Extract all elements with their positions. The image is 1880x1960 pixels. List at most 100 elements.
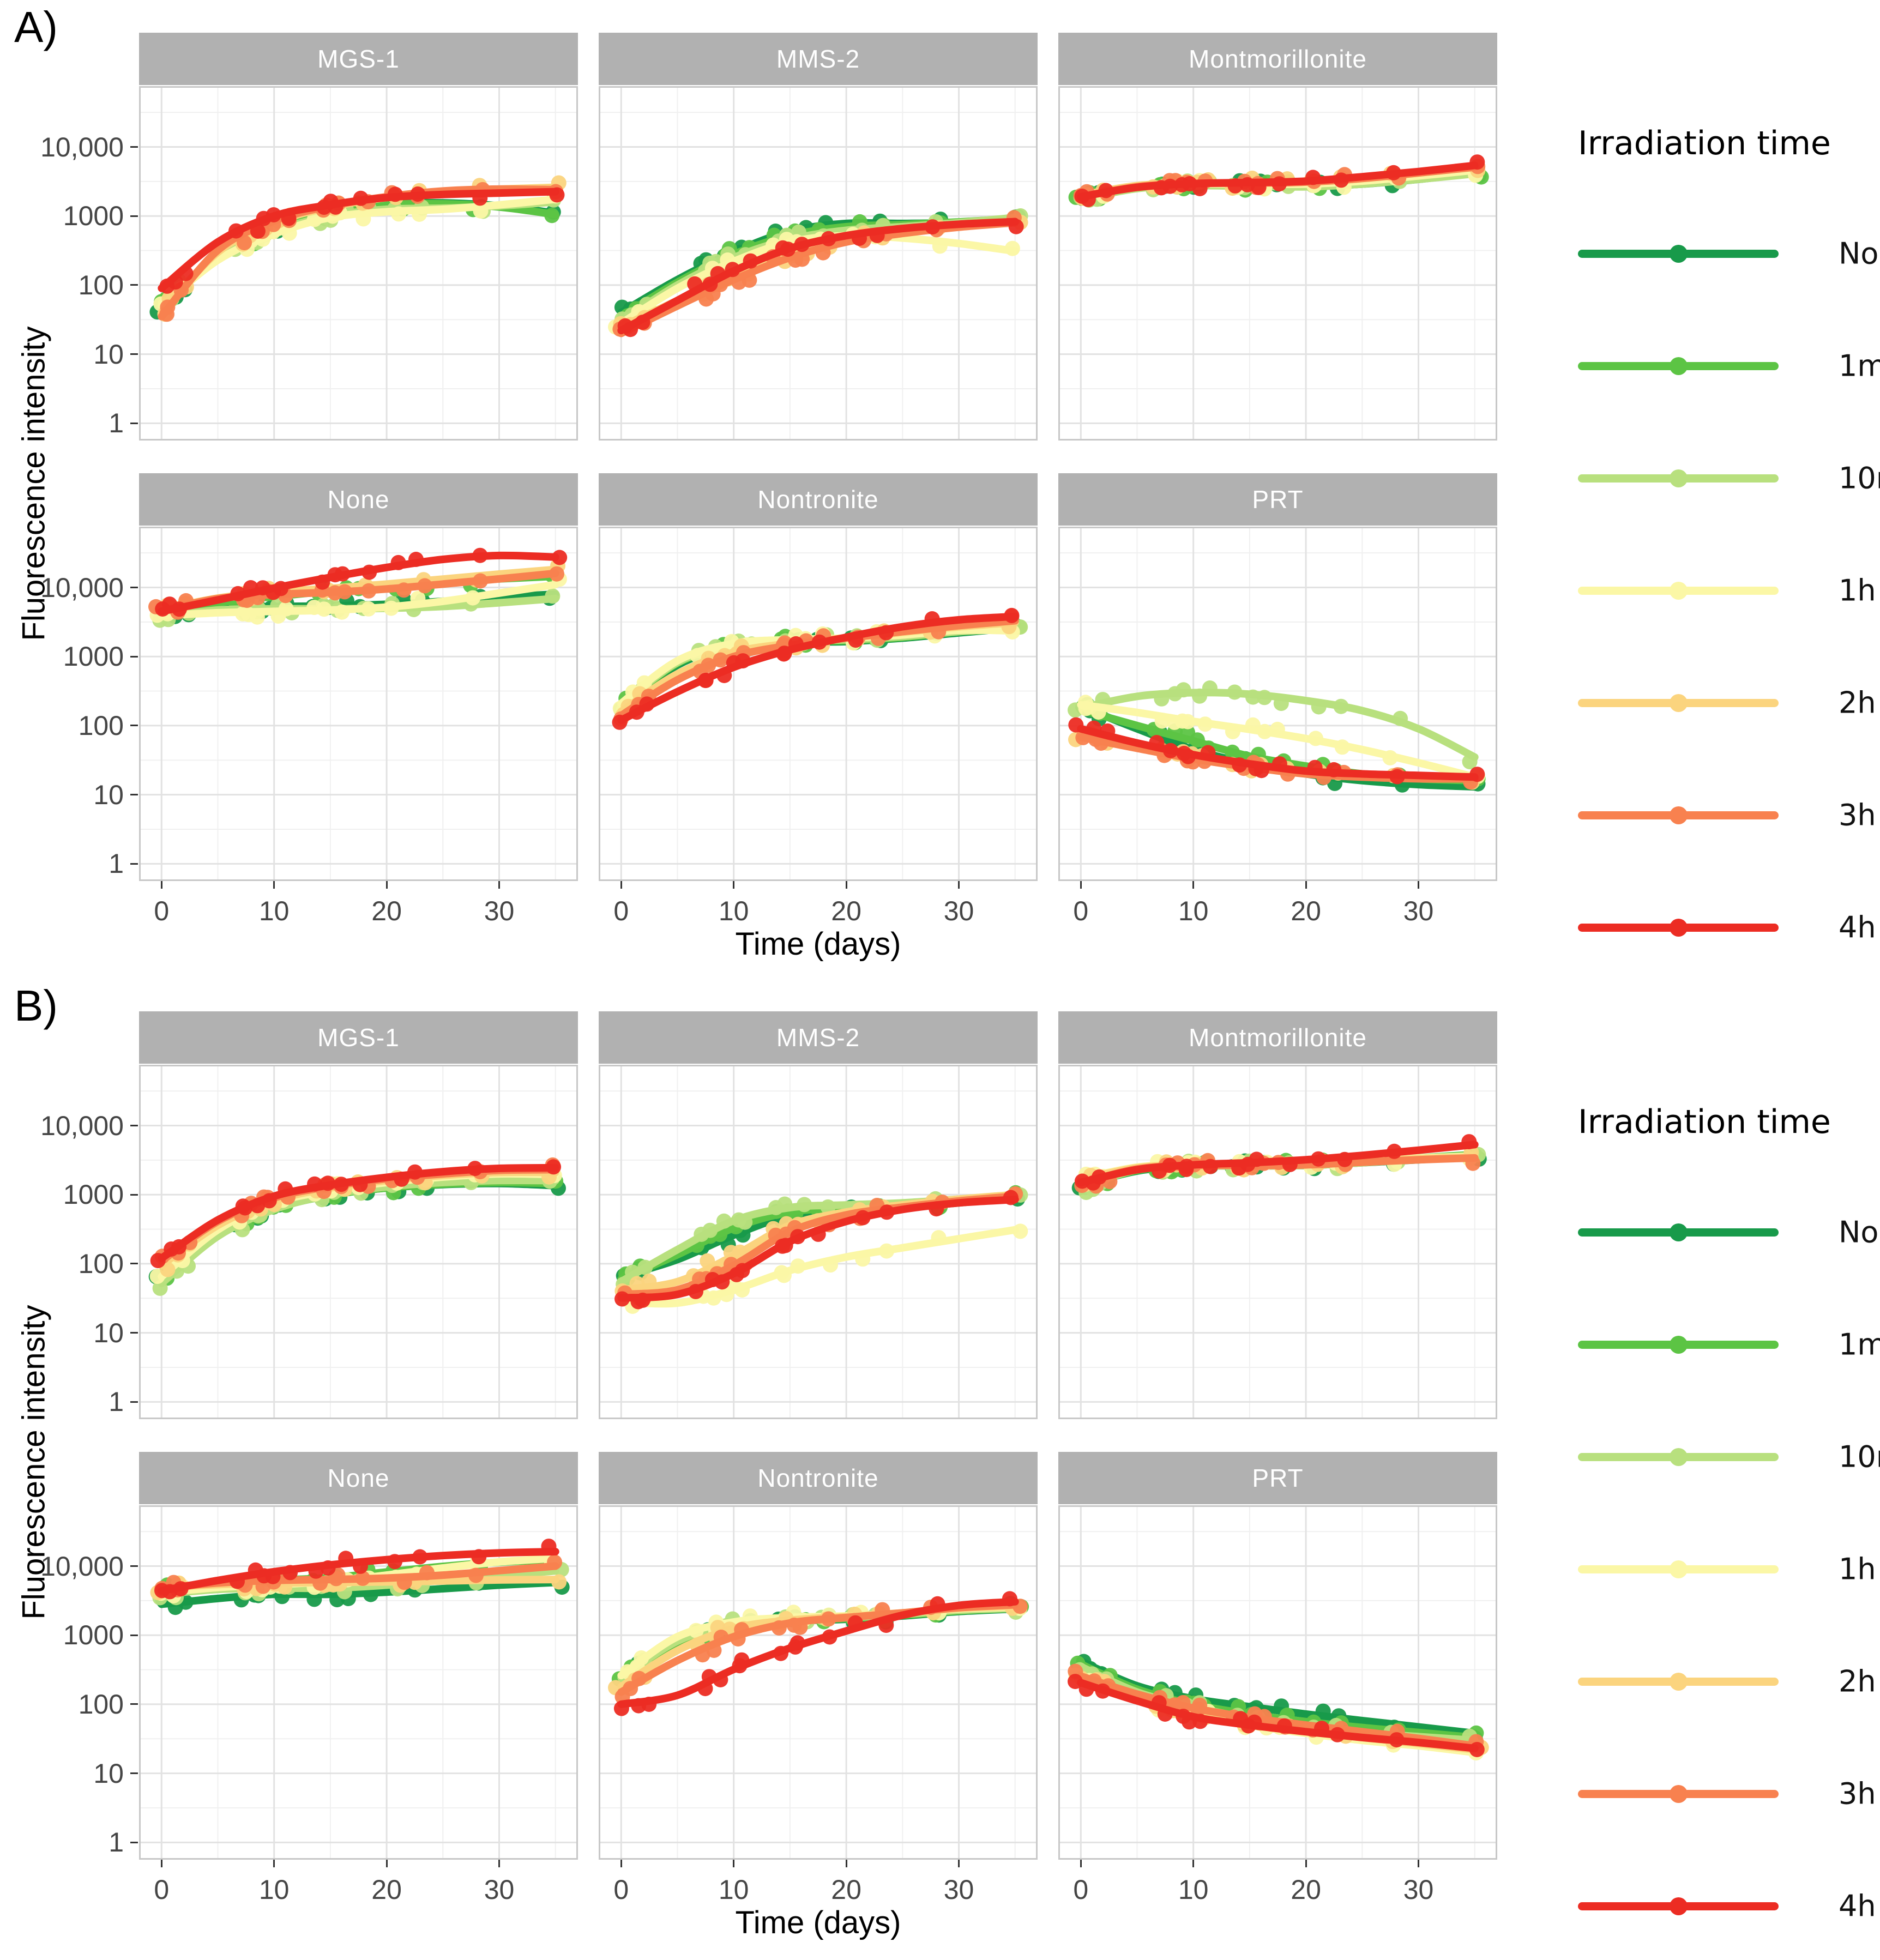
x-tick-label: 10 [258,896,290,926]
x-tick-label: 10 [258,1874,290,1905]
facet-plot [139,1065,578,1419]
tick-mark [273,1860,275,1867]
y-tick-label: 1000 [63,1620,124,1651]
tick-mark [130,353,138,355]
series-line [158,1548,559,1595]
y-tick-label: 10 [93,779,124,810]
series-line [158,195,559,310]
facet-title: None [139,1452,578,1504]
series-line [1077,161,1479,201]
series-line [1077,701,1479,781]
x-tick-label: 0 [613,896,629,926]
x-axis-label: Time (days) [735,926,901,962]
series-line [617,1226,1019,1308]
tick-mark [1080,881,1082,889]
panel-a: A) Fluorescence intensity MGS-1 1 10 100 100… [14,3,1880,962]
facet-plot [599,1065,1038,1419]
x-tick-label: 20 [371,896,402,926]
x-tick-label: 10 [718,896,749,926]
series-line [158,188,559,292]
legend-entry: 4h [1578,1881,1880,1931]
y-tick-label: 10 [93,339,124,370]
legend-entry: 3h [1578,791,1880,840]
facet-title: Montmorillonite [1058,33,1497,85]
series-line [158,551,559,616]
legend-entry-label: 4h [1839,1889,1876,1923]
x-tick-label: 30 [484,1874,515,1905]
facet-title: MGS-1 [139,33,578,85]
facet-plot [1058,1505,1497,1860]
tick-mark [160,881,162,889]
facet-plot [1058,527,1497,881]
tick-mark [130,422,138,424]
tick-mark [130,1565,138,1567]
tick-mark [620,1860,622,1867]
y-tick-label: 1 [109,1827,124,1858]
tick-mark [130,725,138,727]
legend-entry-label: 10min [1839,461,1880,496]
tick-mark [1418,881,1419,889]
tick-mark [958,1860,960,1867]
legend-key-dot [1670,1560,1688,1578]
facet-plot [599,527,1038,881]
legend: Irradiation time None 1min 10min 1h 2h 3h 4h [1576,979,1880,1960]
series-line [1077,725,1479,781]
legend-entry-label: 4h [1839,910,1876,945]
tick-mark [130,1332,138,1334]
tick-mark [733,881,735,889]
y-tick-label: 10,000 [40,1110,124,1141]
series-line [1077,1679,1479,1752]
legend-entry: 2h [1578,678,1880,727]
tick-mark [620,881,622,889]
legend-key-dot [1670,1336,1688,1354]
series-line [617,218,1019,335]
facet-title: Nontronite [599,473,1038,526]
legend-entry: 3h [1578,1769,1880,1818]
x-tick-label: 20 [1291,1874,1321,1905]
x-tick-label: 0 [1073,1874,1089,1905]
y-tick-label: 1000 [63,201,124,232]
legend-entry: 1h [1578,1545,1880,1594]
y-tick-label: 100 [78,1248,124,1279]
series-line [617,1597,1019,1708]
facet-grid: MGS-1 1 10 100 1000 10,000 MMS-2 Montmorillonit… [0,979,1880,1960]
legend-key-dot [1670,1673,1688,1691]
facet-title: MMS-2 [599,1011,1038,1064]
legend-key-dot [1670,919,1688,937]
facet-plot [139,527,578,881]
legend-title: Irradiation time [1578,124,1831,162]
legend-entry: 1h [1578,566,1880,615]
facet-title: PRT [1058,473,1497,526]
legend-key-dot [1670,1785,1688,1803]
facet-plot [599,1505,1038,1860]
x-tick-label: 30 [943,896,974,926]
legend-entry-label: 3h [1839,798,1876,833]
y-tick-label: 10,000 [40,572,124,603]
series-line [158,1578,559,1608]
legend-key-dot [1670,806,1688,824]
facet-title: MGS-1 [139,1011,578,1064]
tick-mark [385,1860,388,1867]
x-tick-label: 20 [371,1874,402,1905]
legend-key-dot [1670,1448,1688,1466]
legend-title: Irradiation time [1578,1103,1831,1141]
tick-mark [498,881,500,889]
legend-entry-label: 1min [1839,348,1880,383]
legend-key-dot [1670,582,1688,600]
legend-entry: None [1578,229,1880,278]
tick-mark [385,881,388,889]
legend-key-dot [1670,694,1688,712]
legend-entry: 10min [1578,1432,1880,1481]
facet-title: MMS-2 [599,33,1038,85]
tick-mark [273,881,275,889]
tick-mark [845,1860,847,1867]
facet-title: None [139,473,578,526]
legend-key-dot [1670,1223,1688,1241]
legend-entry-label: 1h [1839,573,1876,608]
tick-mark [130,1634,138,1636]
facet-grid: MGS-1 1 10 100 1000 10,000 MMS-2 Montmorillonit… [40,33,1497,926]
y-tick-label: 100 [78,710,124,741]
series-line [1077,689,1479,761]
panel-label: A) [14,3,58,51]
x-axis-label: Time (days) [735,1905,901,1940]
